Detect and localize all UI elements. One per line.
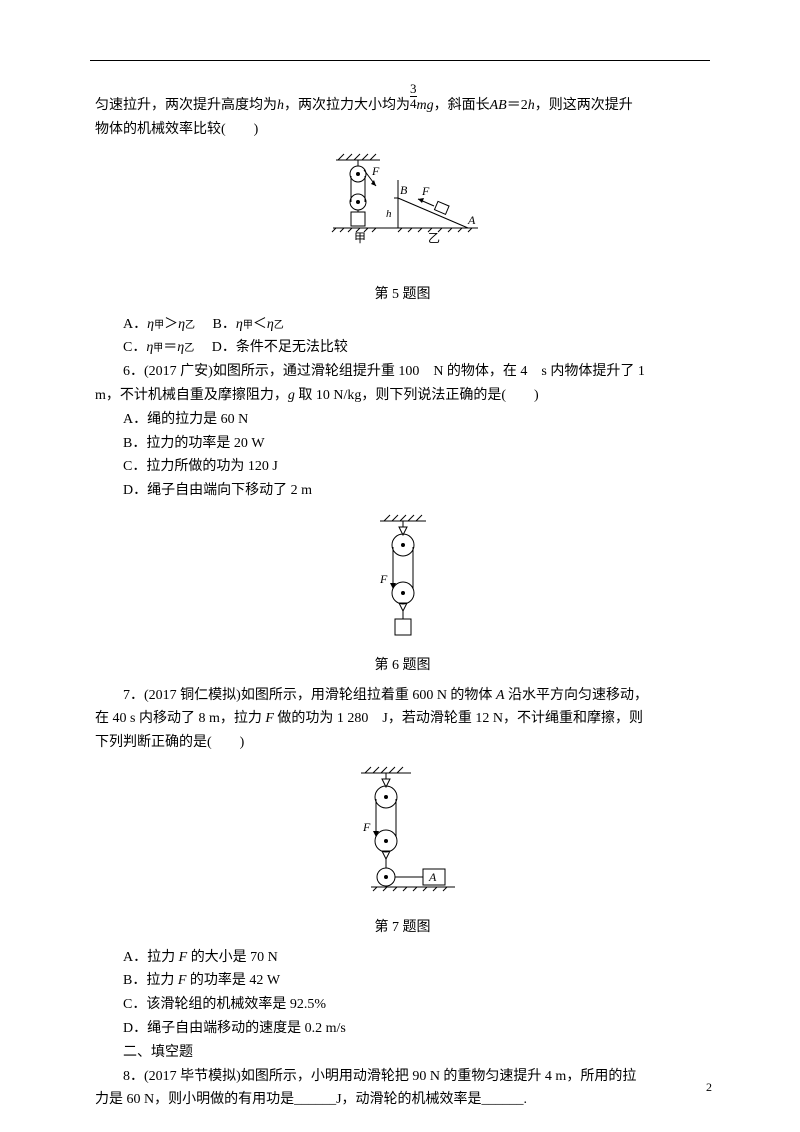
- intro-paragraph: 匀速拉升，两次提升高度均为h，两次拉力大小均为34mg，斜面长AB＝2h，则这两…: [95, 90, 710, 142]
- q7-opt-D: D．绳子自由端移动的速度是 0.2 m/s: [95, 1017, 710, 1041]
- figure-5-caption: 第 5 题图: [95, 283, 710, 307]
- var-mg: mg: [417, 98, 434, 113]
- q5-A-eta2: η: [178, 317, 185, 332]
- q5-A-pre: A．: [123, 317, 147, 332]
- q6-opt-C: C．拉力所做的功为 120 J: [95, 455, 710, 479]
- q7-A-F: F: [179, 950, 188, 965]
- q7-stem-1: 7．(2017 铜仁模拟)如图所示，用滑轮组拉着重 600 N 的物体 A 沿水…: [95, 684, 710, 708]
- q7-A-post: 的大小是 70 N: [187, 950, 278, 965]
- q5-B-eta2: η: [267, 317, 274, 332]
- figure-7: F A: [95, 763, 710, 912]
- q7-A: A: [496, 688, 505, 703]
- fig5-B: B: [400, 183, 408, 197]
- q5-A-gt: ＞: [164, 317, 178, 332]
- q7-opt-B: B．拉力 F 的功率是 42 W: [95, 969, 710, 993]
- q5-C-sub1: 甲: [153, 343, 163, 354]
- fraction-3-4: 34: [410, 82, 417, 110]
- fig5-F: F: [371, 164, 380, 178]
- top-rule: [90, 60, 710, 61]
- section-2-heading: 二、填空题: [95, 1041, 710, 1065]
- content: 匀速拉升，两次提升高度均为h，两次拉力大小均为34mg，斜面长AB＝2h，则这两…: [95, 90, 710, 1112]
- q7-opt-C: C．该滑轮组的机械效率是 92.5%: [95, 993, 710, 1017]
- q6-opt-A: A．绳的拉力是 60 N: [95, 408, 710, 432]
- fig7-A: A: [428, 870, 437, 884]
- page: 匀速拉升，两次提升高度均为h，两次拉力大小均为34mg，斜面长AB＝2h，则这两…: [0, 0, 800, 1132]
- q6-stem2-post: 取 10 N/kg，则下列说法正确的是( ): [295, 388, 539, 403]
- intro-text-2: ，两次拉力大小均为: [284, 98, 410, 113]
- q7-A-pre: A．拉力: [123, 950, 179, 965]
- q6-opt-B: B．拉力的功率是 20 W: [95, 432, 710, 456]
- var-AB: AB: [490, 98, 507, 113]
- q7-opt-A: A．拉力 F 的大小是 70 N: [95, 946, 710, 970]
- var-h2: h: [528, 98, 535, 113]
- q5-B-sub2: 乙: [274, 320, 284, 331]
- q8-line2: 力是 60 N，则小明做的有用功是______J，动滑轮的机械效率是______…: [95, 1088, 710, 1112]
- intro-text-3: ，斜面长: [434, 98, 490, 113]
- q7-F: F: [265, 711, 274, 726]
- q8-line1: 8．(2017 毕节模拟)如图所示，小明用动滑轮把 90 N 的重物匀速提升 4…: [95, 1065, 710, 1089]
- frac-den: 4: [410, 96, 417, 111]
- q5-options-line1: A．η甲＞η乙 B．η甲＜η乙: [95, 313, 710, 337]
- q6-stem-2: m，不计机械自重及摩擦阻力，g 取 10 N/kg，则下列说法正确的是( ): [95, 384, 710, 408]
- figure-6: F: [95, 511, 710, 650]
- fig5-A: A: [467, 213, 476, 227]
- intro-text-4: ，则这两次提升: [535, 98, 633, 113]
- q7-B-pre: B．拉力: [123, 973, 178, 988]
- fig6-F: F: [379, 572, 388, 586]
- q7-s2-post: 做的功为 1 280 J，若动滑轮重 12 N，不计绳重和摩擦，则: [274, 711, 643, 726]
- q7-s1-post: 沿水平方向匀速移动，: [505, 688, 649, 703]
- intro-eq: ＝2: [507, 98, 528, 113]
- fig5-F2: F: [421, 184, 430, 198]
- fig5-h: h: [386, 208, 392, 220]
- intro-text-1: 匀速拉升，两次提升高度均为: [95, 98, 277, 113]
- q7-s1-pre: 7．(2017 铜仁模拟)如图所示，用滑轮组拉着重 600 N 的物体: [123, 688, 496, 703]
- q5-C-eq: ＝: [163, 340, 177, 355]
- figure-5: F 甲 h B A: [95, 150, 710, 279]
- q6-stem2-pre: m，不计机械自重及摩擦阻力，: [95, 388, 288, 403]
- fig5-yi: 乙: [428, 231, 440, 245]
- figure-5-svg: F 甲 h B A: [318, 150, 488, 270]
- figure-7-caption: 第 7 题图: [95, 916, 710, 940]
- figure-7-svg: F A: [343, 763, 463, 903]
- frac-num: 3: [410, 82, 417, 96]
- q5-C-sub2: 乙: [184, 343, 194, 354]
- q5-B-lt: ＜: [253, 317, 267, 332]
- q6-opt-D: D．绳子自由端向下移动了 2 m: [95, 479, 710, 503]
- q6-g: g: [288, 388, 295, 403]
- page-number: 2: [706, 1077, 712, 1097]
- var-h: h: [277, 98, 284, 113]
- q5-A-sub2: 乙: [185, 320, 195, 331]
- q7-stem-3: 下列判断正确的是( ): [95, 731, 710, 755]
- figure-6-svg: F: [368, 511, 438, 641]
- q7-stem-2: 在 40 s 内移动了 8 m，拉力 F 做的功为 1 280 J，若动滑轮重 …: [95, 707, 710, 731]
- q7-B-post: 的功率是 42 W: [186, 973, 280, 988]
- q5-B-pre: B．: [199, 317, 236, 332]
- q5-D: D．条件不足无法比较: [198, 340, 348, 355]
- q6-stem-1: 6．(2017 广安)如图所示，通过滑轮组提升重 100 N 的物体，在 4 s…: [95, 360, 710, 384]
- fig5-jia: 甲: [354, 231, 366, 245]
- q5-C-pre: C．: [123, 340, 146, 355]
- intro-line2: 物体的机械效率比较( ): [95, 122, 258, 137]
- fig7-F: F: [362, 820, 371, 834]
- q5-B-sub1: 甲: [243, 320, 253, 331]
- q5-options-line2: C．η甲＝η乙 D．条件不足无法比较: [95, 336, 710, 360]
- q5-A-sub1: 甲: [154, 320, 164, 331]
- q7-s2-pre: 在 40 s 内移动了 8 m，拉力: [95, 711, 265, 726]
- figure-6-caption: 第 6 题图: [95, 654, 710, 678]
- q5-B-eta1: η: [236, 317, 243, 332]
